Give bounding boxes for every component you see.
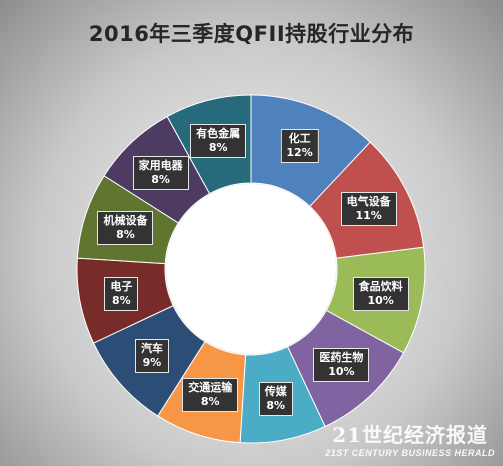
donut-hole (166, 184, 336, 354)
watermark-main: 21世纪经济报道 (332, 423, 489, 447)
slice-label-6: 交通运输 8% (182, 377, 239, 412)
slice-value: 10% (328, 365, 355, 379)
slice-label-7: 汽车 9% (134, 339, 169, 374)
watermark-logo: 21世纪经济报道 21ST CENTURY BUSINESS HERALD (325, 419, 495, 458)
slice-label-11: 有色金属 8% (190, 124, 247, 159)
slice-value: 11% (355, 209, 382, 223)
slice-value: 8% (111, 293, 131, 307)
slice-label-2: 电气设备 11% (340, 192, 397, 227)
slice-value: 8% (208, 141, 228, 155)
slice-category: 食品饮料 (358, 279, 403, 293)
slice-value: 8% (266, 398, 286, 412)
slice-label-8: 电子 8% (104, 276, 139, 311)
slice-category: 化工 (288, 132, 311, 146)
slice-category: 汽车 (140, 342, 163, 356)
slice-category: 机械设备 (103, 214, 148, 228)
chart-title: 2016年三季度QFII持股行业分布 (88, 22, 415, 46)
slice-value: 8% (200, 394, 220, 408)
slice-value: 8% (151, 172, 170, 186)
slice-label-9: 机械设备 8% (97, 211, 154, 246)
slice-label-4: 医药生物 10% (313, 348, 370, 383)
slice-value: 10% (367, 293, 394, 307)
slice-value: 12% (286, 146, 313, 160)
slice-category: 交通运输 (188, 380, 233, 394)
slice-value: 8% (116, 228, 135, 242)
watermark-sub: 21ST CENTURY BUSINESS HERALD (325, 448, 495, 458)
slice-label-5: 传媒 8% (258, 381, 293, 416)
slice-label-3: 食品饮料 10% (352, 276, 409, 311)
slice-value: 9% (142, 356, 162, 370)
slice-category: 传媒 (264, 384, 287, 398)
slice-label-10: 家用电器 8% (132, 155, 189, 190)
slice-label-1: 化工 12% (280, 129, 319, 164)
slice-category: 电子 (110, 279, 133, 293)
slice-category: 有色金属 (196, 127, 241, 141)
slice-category: 医药生物 (319, 351, 364, 365)
slice-category: 电气设备 (346, 195, 391, 209)
slice-category: 家用电器 (138, 158, 183, 172)
